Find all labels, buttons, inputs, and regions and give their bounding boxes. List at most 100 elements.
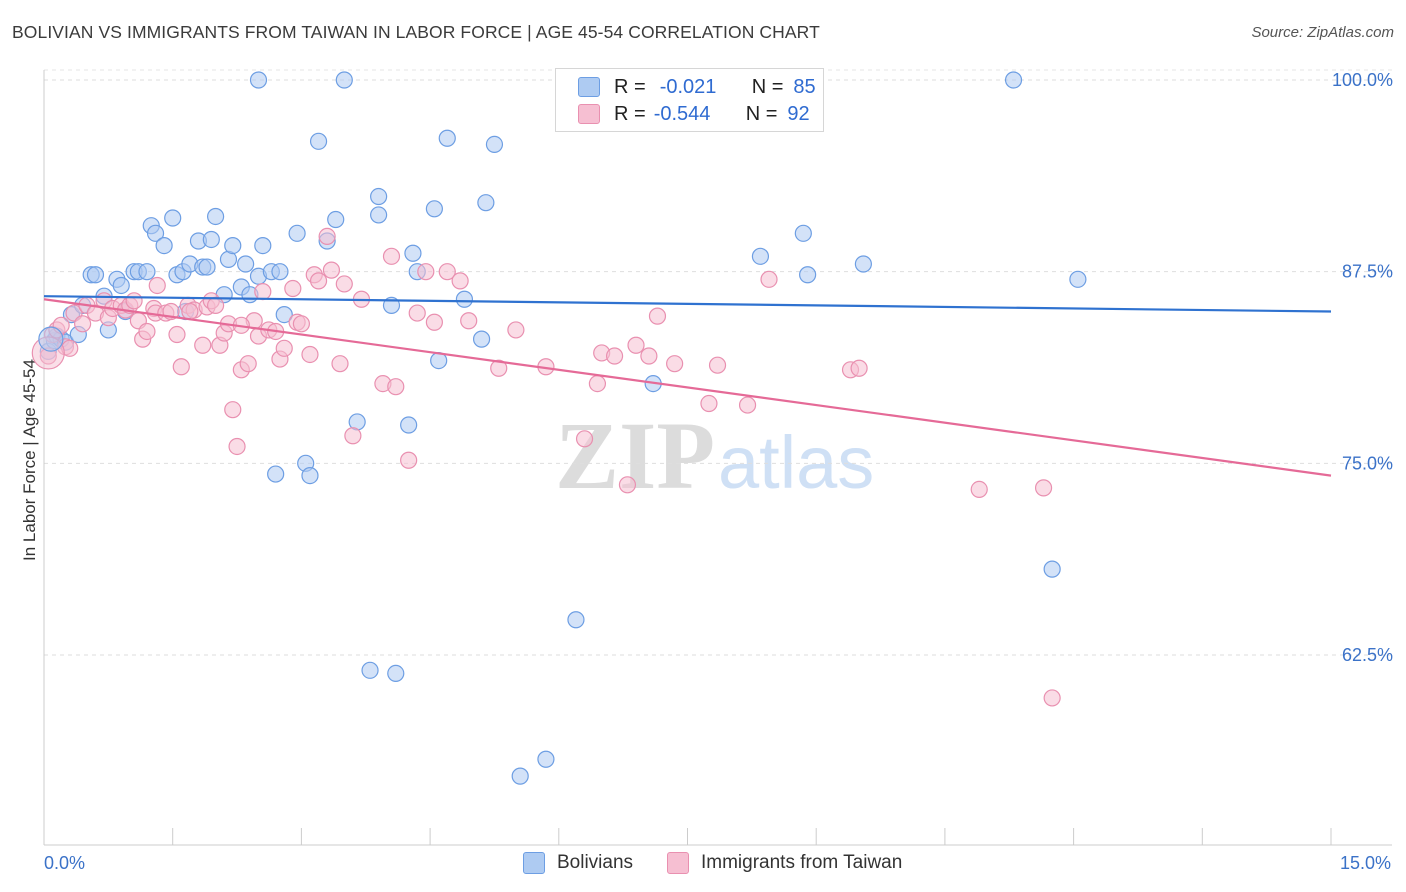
- legend-row-taiwan: R = -0.544 N = 92: [578, 102, 810, 126]
- bolivian-point: [1004, 71, 1023, 89]
- taiwan-point: [400, 451, 418, 469]
- taiwan-point: [1043, 689, 1061, 707]
- bolivian-point: [1069, 270, 1087, 288]
- bolivian-point: [567, 611, 585, 629]
- taiwan-point: [850, 359, 868, 377]
- bolivian-point: [477, 194, 495, 212]
- bolivian-point: [438, 129, 456, 147]
- taiwan-point: [970, 480, 988, 498]
- bottom-legend-bolivians: Bolivians: [523, 852, 633, 874]
- stats-legend: R = -0.021 N = 85 R = -0.544 N = 92: [555, 68, 824, 132]
- taiwan-point: [168, 325, 186, 344]
- taiwan-point: [125, 292, 143, 310]
- bolivian-point: [387, 664, 405, 683]
- taiwan-point: [627, 336, 645, 354]
- legend-n-label: N =: [745, 102, 778, 125]
- legend-n-value: 92: [787, 102, 810, 125]
- taiwan-point: [460, 312, 478, 330]
- taiwan-trend-line: [43, 298, 1332, 477]
- taiwan-point: [490, 359, 508, 377]
- taiwan-point: [309, 272, 328, 290]
- taiwan-point: [172, 358, 190, 376]
- taiwan-point: [284, 279, 302, 298]
- taiwan-point: [760, 270, 778, 288]
- taiwan-point: [588, 375, 607, 393]
- taiwan-point: [138, 322, 156, 341]
- bolivian-point: [249, 71, 268, 89]
- taiwan-point: [382, 247, 401, 265]
- source-label: Source: ZipAtlas.com: [1251, 24, 1394, 41]
- legend-swatch-pink: [578, 104, 600, 124]
- taiwan-point: [425, 313, 443, 331]
- bolivian-point: [275, 306, 293, 324]
- bottom-legend-label: Immigrants from Taiwan: [701, 852, 903, 873]
- bolivian-point: [146, 224, 165, 242]
- bolivian-point: [361, 661, 379, 679]
- taiwan-point: [700, 394, 718, 413]
- y-tick-label: 75.0%: [1342, 453, 1393, 473]
- taiwan-point: [640, 347, 658, 365]
- bolivian-point: [400, 416, 418, 434]
- bolivian-point: [224, 237, 242, 255]
- taiwan-point: [344, 427, 362, 445]
- bolivian-point: [86, 266, 105, 284]
- watermark-atlas: atlas: [718, 421, 874, 504]
- bolivian-point: [425, 200, 443, 218]
- taiwan-point: [618, 476, 637, 494]
- taiwan-point: [224, 401, 242, 419]
- taiwan-point: [239, 355, 257, 373]
- legend-r-label: R =: [614, 102, 646, 125]
- taiwan-point: [194, 336, 212, 354]
- taiwan-point: [605, 347, 624, 365]
- bolivian-point: [370, 206, 388, 224]
- bolivian-point: [138, 263, 156, 281]
- taiwan-point: [507, 321, 525, 339]
- taiwan-point: [451, 272, 469, 290]
- bolivian-point: [301, 467, 319, 485]
- taiwan-point: [322, 261, 341, 279]
- bottom-legend-label: Bolivians: [557, 852, 634, 873]
- taiwan-point: [331, 355, 349, 373]
- taiwan-point: [148, 276, 166, 295]
- taiwan-point: [648, 307, 667, 325]
- bolivian-point: [799, 266, 817, 284]
- taiwan-point: [575, 430, 594, 448]
- bolivian-point: [327, 210, 345, 229]
- bolivian-point: [335, 71, 353, 89]
- bolivian-cluster: [38, 326, 64, 352]
- bolivian-point: [155, 237, 173, 255]
- taiwan-point: [438, 263, 456, 281]
- bolivian-point: [537, 750, 555, 768]
- bottom-legend: Bolivians Immigrants from Taiwan: [0, 852, 1406, 878]
- bolivian-point: [267, 465, 285, 483]
- bolivian-point: [1043, 560, 1061, 578]
- legend-r-label: R =: [614, 75, 646, 98]
- y-tick-label: 62.5%: [1342, 645, 1393, 665]
- bolivian-point: [370, 187, 388, 206]
- bolivian-trend-line: [43, 295, 1332, 313]
- bottom-legend-taiwan: Immigrants from Taiwan: [667, 852, 902, 874]
- taiwan-point: [207, 296, 225, 314]
- legend-row-bolivians: R = -0.021 N = 85: [578, 75, 816, 99]
- bolivian-point: [202, 230, 220, 249]
- taiwan-point: [666, 355, 684, 373]
- x-tick-label-min: 0.0%: [44, 853, 86, 873]
- bolivian-point: [237, 255, 255, 273]
- bolivian-point: [794, 224, 812, 242]
- taiwan-point: [738, 396, 757, 414]
- taiwan-point: [228, 437, 246, 456]
- bolivian-point: [472, 330, 491, 348]
- bolivian-point: [112, 276, 130, 295]
- taiwan-point: [335, 275, 353, 293]
- bolivian-point: [485, 135, 504, 153]
- bolivian-point: [254, 237, 272, 255]
- x-tick-label-max: 15.0%: [1340, 853, 1392, 873]
- chart-title: BOLIVIAN VS IMMIGRANTS FROM TAIWAN IN LA…: [12, 22, 820, 42]
- watermark-zip: ZIP: [555, 402, 715, 509]
- legend-n-label: N =: [751, 75, 784, 98]
- taiwan-point: [74, 315, 92, 333]
- taiwan-point: [181, 302, 199, 321]
- bolivian-point: [511, 767, 529, 785]
- taiwan-point: [292, 315, 310, 333]
